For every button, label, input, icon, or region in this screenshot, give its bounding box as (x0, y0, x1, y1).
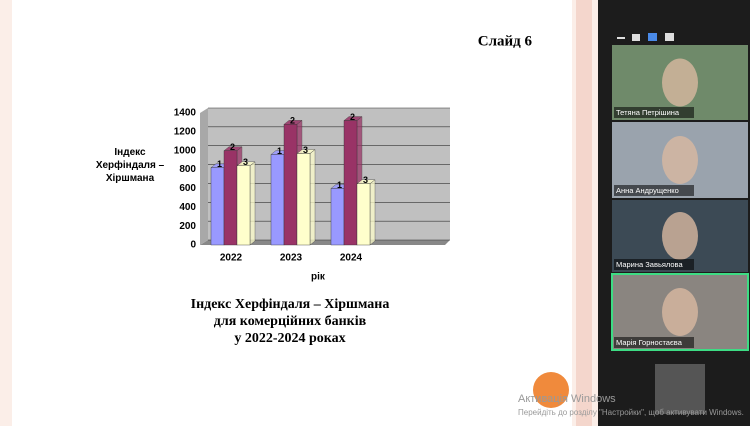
name-tag (614, 185, 694, 196)
x-tick-label: 2024 (340, 253, 363, 264)
bar (270, 154, 285, 246)
watermark-text: Перейдіть до розділу "Настройки", щоб ак… (518, 408, 744, 417)
bar-label: 1 (277, 146, 282, 156)
participant-name: Марія Горностаєва (616, 338, 683, 347)
bar (236, 165, 251, 246)
chart: Індекс Херфіндаля – Хіршмана рік 0 200 400 60… (96, 108, 450, 283)
toolbar-icon[interactable] (617, 37, 625, 39)
y-tick-label: 0 (190, 240, 196, 251)
toolbar (617, 33, 674, 41)
name-tag (614, 337, 694, 348)
bar-label: 3 (363, 175, 368, 185)
toolbar-icon[interactable] (648, 33, 657, 41)
participant-video (662, 58, 698, 107)
participants: Тетяна Петрішина Анна Андрущенко Марина За… (611, 45, 749, 414)
participant-video (662, 136, 698, 184)
participant-video (662, 212, 698, 260)
y-tick-label: 400 (179, 202, 196, 213)
participant-name: Анна Андрущенко (616, 186, 679, 195)
slide-border (576, 0, 592, 426)
toolbar-icon[interactable] (632, 34, 640, 41)
caption-line: для комерційних банків (214, 314, 367, 329)
plot-wall (200, 108, 208, 245)
bar-label: 3 (243, 157, 248, 167)
bar-label: 1 (337, 180, 342, 190)
bar (283, 124, 298, 246)
cursor-highlight (533, 372, 569, 408)
slide-number: Слайд 6 (478, 33, 533, 49)
y-tick-label: 600 (179, 183, 196, 194)
toolbar-icon[interactable] (665, 33, 674, 41)
participant-video (662, 288, 698, 336)
x-tick-label: 2022 (220, 253, 243, 264)
y-tick-label: 1200 (174, 126, 197, 137)
y-tick-label: 1000 (174, 145, 197, 156)
caption-line: у 2022-2024 роках (234, 331, 345, 346)
y-tick-label: 800 (179, 164, 196, 175)
bar (343, 120, 358, 246)
x-tick-label: 2023 (280, 253, 303, 264)
bar (296, 153, 311, 246)
bar (356, 183, 371, 246)
name-tag (614, 107, 694, 118)
bar (223, 150, 238, 246)
participant-name: Тетяна Петрішина (616, 108, 680, 117)
watermark-title: Активація Windows (518, 393, 616, 405)
bar-side (369, 179, 376, 246)
bar-side (249, 161, 256, 246)
x-axis-label: рік (311, 272, 326, 283)
bar-label: 2 (290, 116, 295, 126)
bar-label: 2 (230, 142, 235, 152)
bar (210, 167, 225, 246)
video-tile (655, 364, 705, 414)
bar-label: 3 (303, 145, 308, 155)
name-tag (614, 259, 694, 270)
bar-label: 2 (350, 112, 355, 122)
y-tick-label: 1400 (174, 108, 197, 119)
chart-floor (200, 240, 450, 245)
bar (330, 188, 345, 246)
y-axis-label: Індекс Херфіндаля – Хіршмана (96, 147, 165, 184)
bar-side (309, 149, 316, 246)
y-tick-label: 200 (179, 221, 196, 232)
bar-label: 1 (217, 159, 222, 169)
participant-name: Марина Завьялова (616, 260, 683, 269)
caption-line: Індекс Херфіндаля – Хіршмана (191, 297, 390, 312)
